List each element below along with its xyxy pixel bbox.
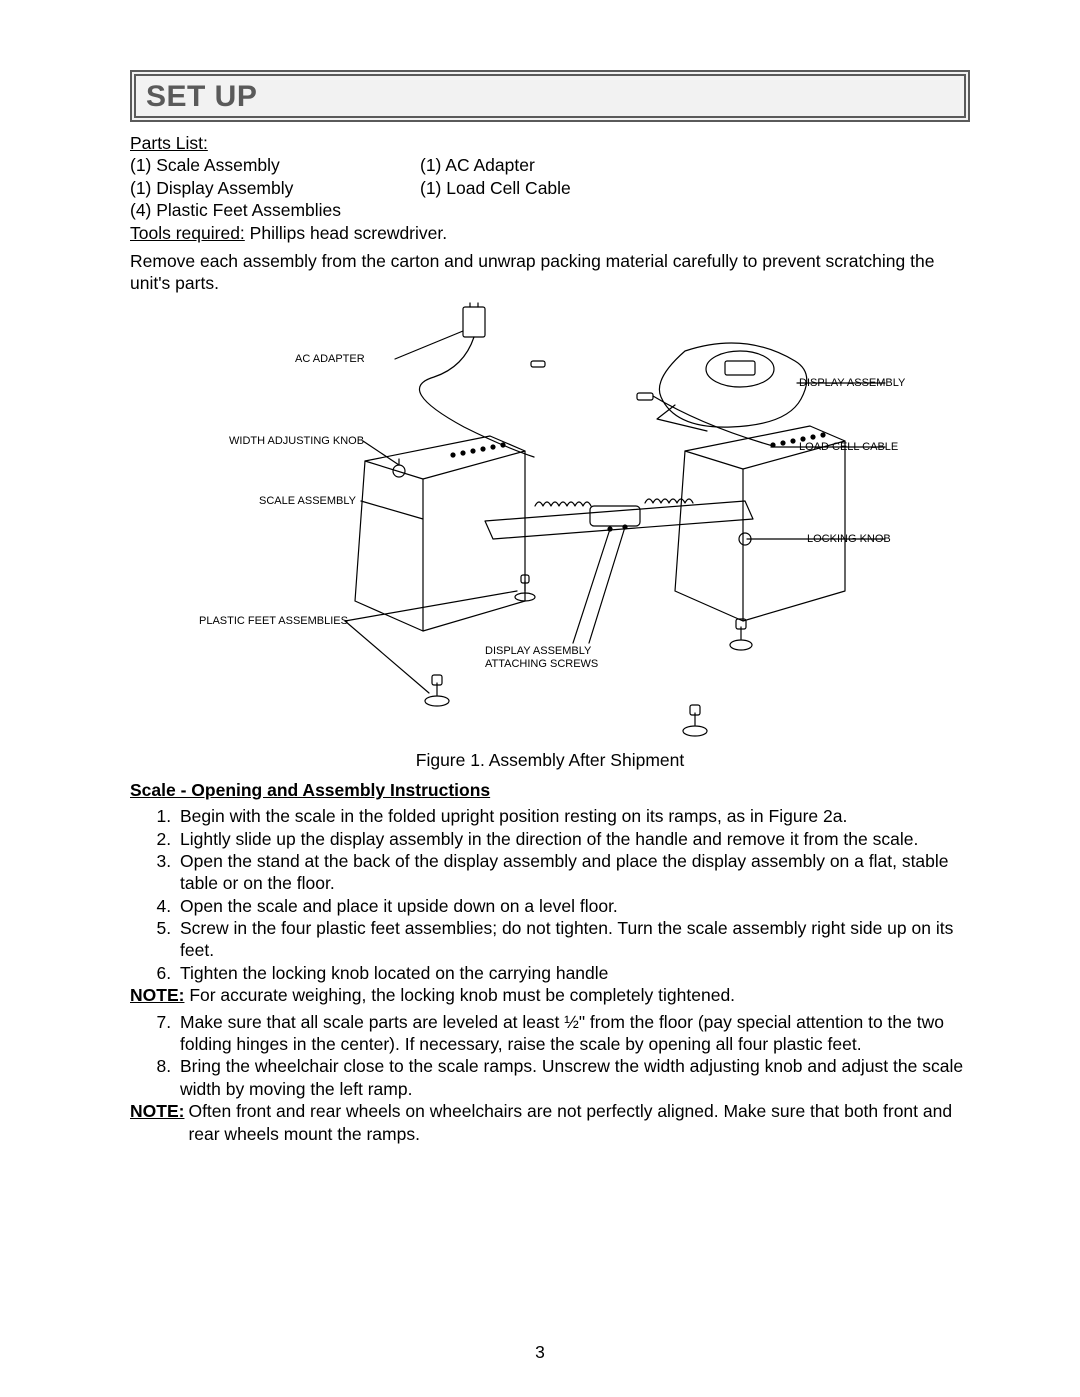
list-item: Make sure that all scale parts are level… bbox=[176, 1011, 970, 1056]
list-item: Tighten the locking knob located on the … bbox=[176, 962, 970, 984]
list-item: Screw in the four plastic feet assemblie… bbox=[176, 917, 970, 962]
figure-label-attach-screws-2: ATTACHING SCREWS bbox=[485, 658, 598, 671]
list-item: Open the stand at the back of the displa… bbox=[176, 850, 970, 895]
figure-label-plastic-feet: PLASTIC FEET ASSEMBLIES bbox=[199, 615, 348, 628]
figure-label-attach-screws-1: DISPLAY ASSEMBLY bbox=[485, 645, 591, 658]
note-label: NOTE: bbox=[130, 1101, 184, 1121]
parts-item: (1) Scale Assembly bbox=[130, 154, 410, 176]
section-header: SET UP bbox=[130, 70, 970, 122]
note-1: NOTE: For accurate weighing, the locking… bbox=[130, 984, 970, 1006]
assembly-diagram bbox=[185, 301, 915, 741]
instruction-list-2: Make sure that all scale parts are level… bbox=[130, 1011, 970, 1101]
figure-label-width-knob: WIDTH ADJUSTING KNOB bbox=[229, 435, 364, 448]
figure-label-load-cell-cable: LOAD CELL CABLE bbox=[799, 441, 898, 454]
note-2: NOTE: Often front and rear wheels on whe… bbox=[130, 1100, 970, 1145]
list-item: Open the scale and place it upside down … bbox=[176, 895, 970, 917]
figure-label-ac-adapter: AC ADAPTER bbox=[295, 353, 365, 366]
parts-item: (1) AC Adapter bbox=[420, 154, 970, 176]
note-label: NOTE: bbox=[130, 985, 184, 1005]
list-item: Begin with the scale in the folded uprig… bbox=[176, 805, 970, 827]
section-title: SET UP bbox=[146, 80, 954, 114]
figure-label-scale-assembly: SCALE ASSEMBLY bbox=[259, 495, 356, 508]
tools-label: Tools required: bbox=[130, 223, 245, 243]
document-page: SET UP Parts List: (1) Scale Assembly (1… bbox=[0, 0, 1080, 1397]
figure-caption: Figure 1. Assembly After Shipment bbox=[130, 750, 970, 771]
instructions-heading: Scale - Opening and Assembly Instruction… bbox=[130, 780, 490, 800]
intro-paragraph: Remove each assembly from the carton and… bbox=[130, 250, 970, 295]
note-text: Often front and rear wheels on wheelchai… bbox=[188, 1100, 970, 1145]
tools-text: Phillips head screwdriver. bbox=[245, 223, 447, 243]
figure-1: AC ADAPTER DISPLAY ASSEMBLY WIDTH ADJUST… bbox=[130, 301, 970, 771]
parts-list: Parts List: (1) Scale Assembly (1) Displ… bbox=[130, 132, 970, 222]
parts-list-heading: Parts List: bbox=[130, 133, 208, 153]
figure-label-display-assembly: DISPLAY ASSEMBLY bbox=[799, 377, 905, 390]
figure-label-locking-knob: LOCKING KNOB bbox=[807, 533, 891, 546]
page-number: 3 bbox=[0, 1342, 1080, 1363]
instruction-list-1: Begin with the scale in the folded uprig… bbox=[130, 805, 970, 984]
list-item: Lightly slide up the display assembly in… bbox=[176, 828, 970, 850]
parts-item: (1) Display Assembly bbox=[130, 177, 410, 199]
list-item: Bring the wheelchair close to the scale … bbox=[176, 1055, 970, 1100]
parts-item: (4) Plastic Feet Assemblies bbox=[130, 199, 410, 221]
note-text: For accurate weighing, the locking knob … bbox=[184, 985, 735, 1005]
tools-required: Tools required: Phillips head screwdrive… bbox=[130, 222, 970, 244]
parts-item: (1) Load Cell Cable bbox=[420, 177, 970, 199]
